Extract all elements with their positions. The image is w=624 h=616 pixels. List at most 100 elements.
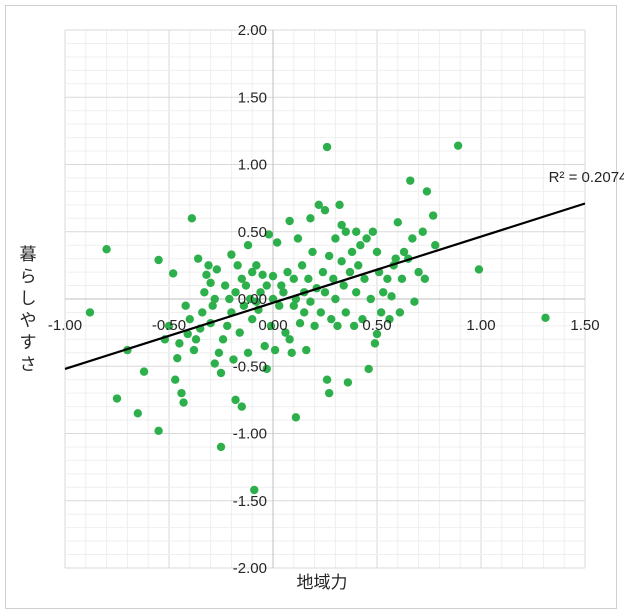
data-point <box>283 267 292 277</box>
data-point <box>285 335 294 344</box>
data-point <box>397 274 407 284</box>
data-point <box>272 238 282 247</box>
data-point <box>270 345 280 355</box>
x-tick-label: 1.50 <box>570 317 599 334</box>
data-point <box>237 402 246 411</box>
data-point <box>297 261 307 270</box>
data-point <box>474 265 484 274</box>
data-point <box>275 301 284 310</box>
data-point <box>327 314 336 324</box>
data-point <box>168 269 178 278</box>
data-point <box>295 319 305 328</box>
data-point <box>212 265 222 274</box>
data-point <box>233 261 242 270</box>
data-point <box>252 261 261 270</box>
data-point <box>376 308 386 317</box>
data-point <box>352 288 361 297</box>
data-point <box>229 355 238 364</box>
data-point <box>306 297 315 306</box>
data-point <box>356 241 365 250</box>
data-point <box>399 247 409 257</box>
data-points <box>85 141 550 495</box>
data-point <box>210 359 219 368</box>
trendline-layer <box>64 202 586 370</box>
data-point <box>193 254 203 263</box>
data-point <box>198 308 207 317</box>
data-point <box>333 321 342 331</box>
data-point <box>354 261 363 270</box>
data-point <box>408 234 417 243</box>
data-point <box>227 250 236 259</box>
x-tick-label: -0.50 <box>152 317 186 334</box>
data-point <box>383 274 392 284</box>
data-point <box>331 294 340 304</box>
data-point <box>277 281 286 290</box>
data-point <box>102 245 111 254</box>
x-tick-label: 0.00 <box>258 317 287 334</box>
data-point <box>343 378 353 387</box>
data-point <box>306 214 315 223</box>
data-point <box>191 335 201 344</box>
data-point <box>210 294 219 304</box>
x-tick-labels: -1.00 -0.50 0.00 0.50 1.00 1.50 <box>48 317 600 334</box>
data-point <box>187 214 197 223</box>
data-point <box>316 308 326 317</box>
data-point <box>250 485 259 495</box>
data-point <box>189 345 199 355</box>
data-point <box>320 288 330 297</box>
data-point <box>214 348 224 357</box>
data-point <box>320 206 330 215</box>
data-point <box>337 257 346 266</box>
data-point <box>300 308 309 317</box>
data-point <box>258 270 267 279</box>
data-point <box>241 281 251 290</box>
data-point <box>318 267 328 277</box>
data-point <box>308 247 317 257</box>
data-point <box>139 367 149 376</box>
data-point <box>231 395 240 405</box>
data-point <box>262 281 271 290</box>
data-point <box>202 270 211 279</box>
data-point <box>248 267 257 277</box>
data-point <box>248 314 257 324</box>
y-tick-label: 1.00 <box>238 157 267 174</box>
data-point <box>322 142 332 152</box>
data-point <box>414 267 423 277</box>
data-point <box>218 335 228 344</box>
y-axis-title: 暮らしやすさ <box>20 245 37 375</box>
data-point <box>304 274 313 284</box>
data-point <box>216 368 226 378</box>
data-point <box>541 313 550 323</box>
data-point <box>431 241 440 250</box>
data-point <box>173 353 182 363</box>
data-point <box>410 297 419 306</box>
data-point <box>225 294 234 304</box>
data-point <box>360 274 369 284</box>
data-point <box>422 187 432 196</box>
data-point <box>420 274 430 284</box>
data-point <box>179 398 188 407</box>
data-point <box>268 271 278 281</box>
data-point <box>337 220 346 230</box>
data-point <box>256 288 265 297</box>
data-point <box>387 292 396 301</box>
data-point <box>372 329 382 339</box>
data-point <box>208 301 217 310</box>
data-point <box>293 234 303 243</box>
data-point <box>239 301 249 310</box>
x-tick-label: 1.00 <box>466 317 495 334</box>
data-point <box>243 348 253 357</box>
data-point <box>324 251 334 261</box>
data-point <box>285 216 294 226</box>
data-point <box>181 301 190 310</box>
data-point <box>154 426 163 436</box>
data-point <box>310 321 319 331</box>
data-point <box>379 288 388 297</box>
data-point <box>393 218 402 227</box>
data-point <box>204 261 213 270</box>
data-point <box>279 288 288 297</box>
data-point <box>85 308 95 317</box>
data-point <box>347 247 357 257</box>
data-point <box>112 394 122 403</box>
